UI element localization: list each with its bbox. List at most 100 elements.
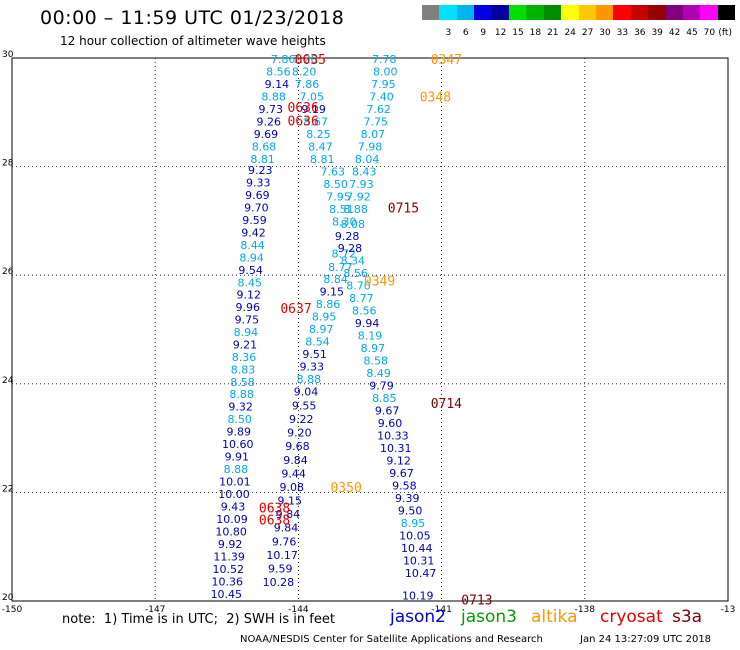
wave-height-value: 10.45 [211,588,243,601]
wave-height-value: 8.50 [323,178,348,191]
wave-height-value: 9.55 [292,400,317,413]
wave-height-value: 7.78 [372,53,397,66]
color-scale-swatch [578,5,596,20]
wave-height-value: 7.95 [371,78,396,91]
wave-height-value: 8.86 [316,298,341,311]
lon-tick-label: -13 [721,605,736,615]
wave-height-value: 7.62 [366,103,391,116]
color-scale-label: 3 [445,28,452,38]
wave-height-value: 8.88 [297,373,322,386]
wave-height-value: 8.19 [358,329,383,342]
wave-height-value: 9.91 [225,451,250,464]
lat-tick-label: 24 [2,376,14,386]
wave-height-value: 7.86 [271,53,296,66]
wave-height-value: 8.85 [372,392,397,405]
wave-height-value: 10.01 [219,476,251,489]
wave-height-value: 8.95 [401,517,426,530]
pass-time-label: 0347 [431,53,462,68]
wave-height-value: 9.59 [242,214,267,227]
wave-height-value: 8.47 [308,141,333,154]
wave-height-value: 9.60 [378,417,403,430]
color-scale-swatch [648,5,666,20]
lat-tick-label: 22 [2,484,13,494]
color-scale-swatch [700,5,718,20]
wave-height-value: 8.25 [306,128,331,141]
pass-time-label: 0636 [288,114,319,129]
color-scale-swatch [526,5,544,20]
credit-line: NOAA/NESDIS Center for Satellite Applica… [240,634,543,645]
wave-height-value: 9.69 [245,189,270,202]
color-scale-label: 42 [668,28,681,38]
wave-height-value: 9.22 [289,413,314,426]
wave-height-value: 9.50 [398,504,423,517]
page-title: 00:00 – 11:59 UTC 01/23/2018 [40,7,345,29]
color-scale-label: 30 [599,28,611,38]
wave-height-value: 9.67 [375,404,400,417]
wave-height-value: 9.12 [386,454,411,467]
color-scale-label: 21 [547,28,559,38]
wave-height-value: 9.70 [244,201,269,214]
wave-height-value: 8.83 [231,364,256,377]
wave-height-value: 7.93 [349,178,374,191]
wave-height-value: 8.94 [234,326,259,339]
color-scale-swatch [561,5,579,20]
wave-height-value: 7.63 [321,165,346,178]
pass-time-label: 0638 [259,514,290,529]
pass-time-label: 0348 [420,91,451,106]
footnote: note: 1) Time is in UTC; 2) SWH is in fe… [62,612,335,627]
wave-height-value: 7.95 [326,190,351,203]
wave-height-value: 8.97 [361,342,386,355]
wave-height-labels: 7.868.569.148.889.739.269.698.688.819.23… [211,53,437,602]
wave-height-value: 8.58 [363,354,388,367]
legend-item-jason2: jason2 [390,607,446,627]
wave-height-value: 9.04 [294,385,319,398]
wave-height-value: 9.68 [285,440,310,453]
wave-height-value: 9.19 [301,103,326,116]
color-scale-swatch [596,5,614,20]
color-scale-swatch [543,5,562,20]
wave-height-value: 8.30 [332,215,357,228]
wave-height-value: 10.31 [403,554,435,567]
legend-item-jason3: jason3 [461,607,517,627]
color-scale-label: 39 [651,28,663,38]
wave-height-value: 7.05 [300,91,325,104]
wave-height-value: 9.44 [281,467,306,480]
color-scale-label: 70 [703,28,716,38]
lon-tick-label: -150 [2,605,23,615]
color-scale-swatch [683,5,701,20]
wave-height-value: 8.81 [250,153,275,166]
map-frame [11,57,729,602]
color-scale-swatch [491,5,509,20]
wave-height-value: 8.49 [366,367,391,380]
wave-height-value: 7.40 [369,91,394,104]
wave-height-value: 9.79 [369,379,394,392]
wave-height-value: 9.32 [228,401,253,414]
pass-time-label: 0635 [295,53,326,68]
wave-height-value: 8.45 [237,276,262,289]
wave-height-value: 9.15 [320,285,345,298]
legend-item-altika: altika [531,607,578,627]
pass-time-label: 0713 [461,593,492,608]
pass-time-label: 0714 [431,397,462,412]
wave-height-value: 9.69 [254,128,279,141]
wave-height-value: 7.98 [358,141,383,154]
wave-height-value: 9.43 [221,501,246,514]
wave-height-value: 9.76 [272,535,297,548]
wave-height-value: 9.28 [335,230,360,243]
color-scale-label: 15 [512,28,524,38]
wave-height-value: 8.84 [323,273,348,286]
wave-height-value: 10.60 [222,438,254,451]
page-subtitle: 12 hour collection of altimeter wave hei… [60,34,326,48]
wave-height-value: 9.28 [338,242,363,255]
wave-height-value: 9.26 [257,116,282,129]
wave-height-value: 7.75 [363,116,388,129]
wave-height-value: 9.23 [248,164,273,177]
wave-height-value: 8.72 [331,247,356,260]
wave-height-value: 8.68 [252,141,277,154]
lat-tick-label: 28 [2,159,14,169]
wave-height-value: 10.31 [380,442,412,455]
wave-height-value: 9.84 [283,454,308,467]
wave-height-value: 11.39 [213,550,245,563]
color-scale-swatch [630,5,649,20]
